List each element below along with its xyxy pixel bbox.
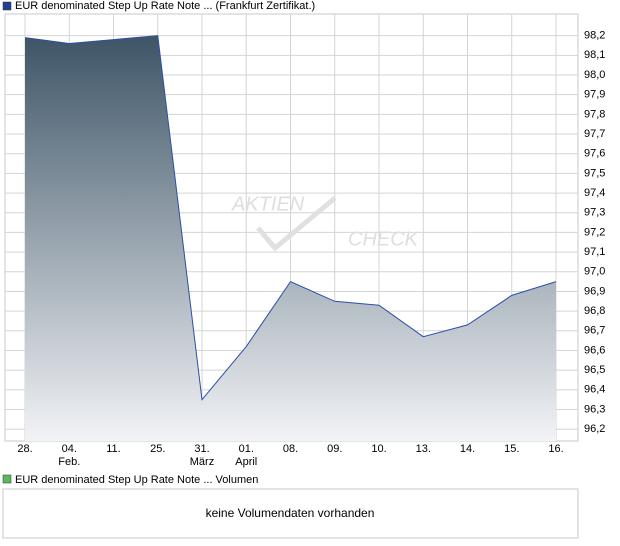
volume-panel [2,488,579,539]
y-tick-label: 96,4 [584,384,605,396]
y-tick-label: 96,5 [584,364,605,376]
y-tick-label: 96,2 [584,423,605,435]
y-tick-label: 96,9 [584,285,605,297]
watermark: CHECK [348,228,420,250]
y-tick-label: 97,1 [584,246,605,258]
y-tick-label: 97,5 [584,167,605,179]
y-tick-label: 97,6 [584,148,605,160]
y-tick-label: 97,2 [584,226,605,238]
watermark-check [256,196,337,252]
y-tick-label: 97,0 [584,266,605,278]
x-tick-label: 28. [17,443,32,455]
watermark: AKTIEN [231,193,305,215]
x-tick-label: 16. [548,443,563,455]
legend-swatch [2,474,12,484]
y-tick-label: 97,3 [584,207,605,219]
y-tick-label: 98,0 [584,69,605,81]
volume-message: keine Volumendaten vorhanden [206,506,375,520]
x-month-label: März [190,456,214,468]
y-tick-label: 96,8 [584,305,605,317]
x-tick-label: 31. [194,443,209,455]
x-month-label: April [235,456,257,468]
y-tick-label: 97,9 [584,89,605,101]
volume-title: EUR denominated Step Up Rate Note ... Vo… [15,474,258,486]
y-tick-label: 96,3 [584,403,605,415]
x-tick-label: 14. [460,443,475,455]
line [24,35,557,401]
x-tick-label: 01. [239,443,254,455]
x-tick-label: 11. [106,443,120,455]
y-tick-label: 97,4 [584,187,605,199]
x-month-label: Feb. [58,456,80,468]
y-tick-label: 96,6 [584,344,605,356]
y-tick-label: 97,8 [584,108,605,120]
x-tick-label: 04. [62,443,77,455]
chart-title: EUR denominated Step Up Rate Note ... (F… [15,0,315,12]
y-tick-label: 98,2 [584,30,605,42]
x-tick-label: 15. [504,443,519,455]
x-tick-label: 09. [327,443,342,455]
x-tick-label: 08. [283,443,298,455]
legend-swatch [2,1,12,11]
x-tick-label: 25. [150,443,165,455]
x-tick-label: 10. [371,443,386,455]
y-tick-label: 97,7 [584,128,605,140]
area [25,35,556,441]
y-tick-label: 96,7 [584,325,605,337]
y-tick-label: 98,1 [584,49,605,61]
x-tick-label: 13. [416,443,431,455]
